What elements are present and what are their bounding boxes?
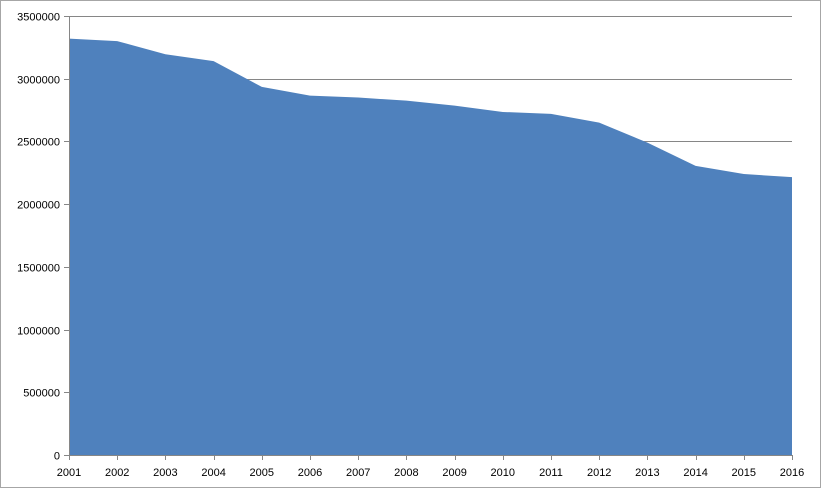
y-tick-label: 3500000 [17,12,60,24]
y-tick-label: 500000 [23,388,60,400]
x-tick-label: 2001 [57,467,81,479]
x-tick-label: 2010 [491,467,515,479]
y-tick-label: 0 [54,451,60,463]
x-tick-label: 2005 [250,467,274,479]
series-area [69,39,792,455]
series-area-fill [69,39,792,455]
x-tick-label: 2015 [732,467,756,479]
y-tick-label: 2500000 [17,137,60,149]
y-tick-label: 2000000 [17,200,60,212]
x-tick-label: 2016 [780,467,804,479]
x-tick-label: 2012 [587,467,611,479]
y-tick-label: 1000000 [17,326,60,338]
x-tick-label: 2011 [539,467,563,479]
x-tick-label: 2014 [683,467,707,479]
x-tick-label: 2002 [105,467,129,479]
x-tick-labels: 2001 2002 2003 2004 2005 2006 2007 2008 2009 2010… [57,467,804,479]
x-tick-label: 2006 [298,467,322,479]
y-tick-labels: 0 500000 1000000 1500000 2000000 2500000 30000… [17,12,60,463]
y-tick-label: 1500000 [17,263,60,275]
x-tick-label: 2008 [394,467,418,479]
x-tick-label: 2003 [153,467,177,479]
x-tick-label: 2007 [346,467,370,479]
x-tick-label: 2013 [635,467,659,479]
x-tick-label: 2004 [201,467,225,479]
x-tick-label: 2009 [442,467,466,479]
y-tick-label: 3000000 [17,75,60,87]
